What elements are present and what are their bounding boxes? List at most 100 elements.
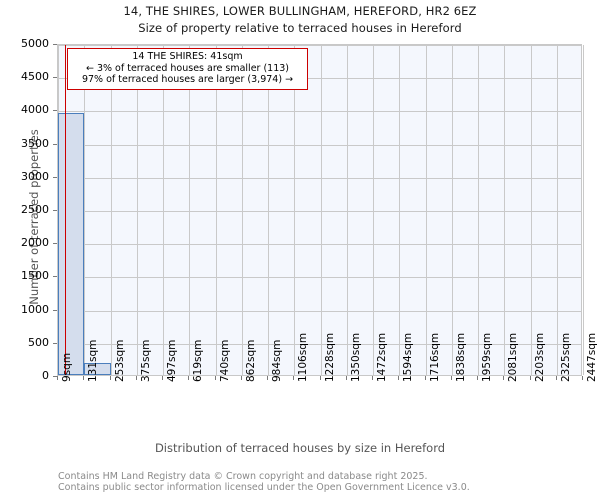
x-axis-tick-label: 2447sqm	[586, 332, 598, 382]
y-axis-tick-label: 4500	[21, 70, 49, 84]
x-axis-tick-label: 9sqm	[61, 352, 73, 382]
footer-line-1: Contains HM Land Registry data © Crown c…	[58, 471, 428, 482]
x-axis-tick-mark	[162, 376, 163, 380]
gridline-horizontal	[58, 45, 581, 46]
x-axis-tick-label: 1959sqm	[481, 332, 493, 382]
x-axis-tick-label: 131sqm	[87, 339, 100, 382]
gridline-vertical	[583, 45, 584, 375]
y-axis-tick-mark	[53, 309, 57, 311]
x-axis-tick-mark	[424, 376, 426, 380]
y-axis-tick-label: 3000	[21, 169, 49, 183]
x-axis-tick-mark	[57, 376, 58, 380]
y-axis-tick-label: 4000	[21, 103, 49, 117]
gridline-horizontal	[58, 177, 581, 179]
gridline-vertical	[504, 45, 506, 375]
y-axis-tick-mark	[53, 342, 57, 344]
x-axis-tick-mark	[345, 376, 347, 380]
y-axis-tick-label: 1500	[21, 269, 49, 283]
gridline-vertical	[530, 45, 532, 375]
x-axis-tick-label: 1716sqm	[428, 332, 441, 382]
gridline-vertical	[399, 45, 401, 375]
gridline-horizontal	[58, 244, 581, 246]
x-axis-tick-label: 375sqm	[139, 339, 152, 382]
x-axis-title: Distribution of terraced houses by size …	[154, 441, 446, 455]
gridline-vertical	[425, 45, 427, 375]
y-axis-tick-mark	[53, 77, 57, 79]
chart-plot-area	[57, 44, 584, 376]
annotation-line-1: 14 THE SHIRES: 41sqm	[132, 51, 243, 62]
y-axis-tick-mark	[53, 376, 57, 377]
y-axis-tick-mark	[53, 276, 57, 278]
gridline-vertical	[320, 45, 322, 375]
x-axis-tick-mark	[214, 376, 216, 380]
x-axis-tick-label: 984sqm	[271, 339, 283, 382]
gridline-vertical	[268, 45, 269, 375]
histogram-bar	[84, 363, 111, 375]
gridline-vertical	[373, 45, 374, 375]
page-subtitle: Size of property relative to terraced ho…	[138, 21, 462, 35]
gridline-horizontal	[58, 211, 581, 212]
x-axis-tick-label: 1350sqm	[349, 332, 362, 382]
gridline-vertical	[478, 45, 479, 375]
x-axis-tick-mark	[267, 376, 268, 380]
y-axis-tick-mark	[53, 210, 57, 211]
x-axis-tick-label: 2081sqm	[507, 332, 520, 382]
annotation-line-3: 97% of terraced houses are larger (3,974…	[81, 74, 294, 85]
x-axis-tick-label: 1106sqm	[297, 332, 310, 382]
x-axis-tick-mark	[582, 376, 583, 380]
y-axis-tick-mark	[53, 44, 57, 45]
y-axis-tick-mark	[53, 243, 57, 245]
x-axis-tick-mark	[240, 376, 242, 380]
x-axis-tick-mark	[555, 376, 557, 380]
y-axis-tick-mark	[53, 110, 57, 112]
gridline-vertical	[215, 45, 217, 375]
x-axis-tick-label: 497sqm	[166, 339, 178, 382]
x-axis-tick-mark	[135, 376, 137, 380]
gridline-vertical	[110, 45, 112, 375]
y-axis-tick-label: 2500	[21, 203, 49, 216]
footer-line-2: Contains public sector information licen…	[58, 482, 470, 493]
gridline-horizontal	[58, 78, 581, 80]
x-axis-tick-label: 1594sqm	[402, 332, 415, 382]
x-axis-tick-label: 253sqm	[113, 339, 126, 382]
x-axis-tick-mark	[109, 376, 111, 380]
x-axis-tick-label: 2203sqm	[533, 332, 546, 382]
gridline-horizontal	[58, 310, 581, 312]
y-axis-tick-label: 500	[28, 335, 49, 349]
gridline-horizontal	[58, 111, 581, 113]
x-axis-tick-label: 740sqm	[218, 339, 231, 382]
x-axis-tick-mark	[477, 376, 478, 380]
property-annotation-callout: 14 THE SHIRES: 41sqm ← 3% of terraced ho…	[67, 48, 308, 90]
attribution-footer: Contains HM Land Registry data © Crown c…	[58, 471, 470, 493]
y-axis-tick-label: 2000	[21, 236, 49, 250]
x-axis-tick-label: 1838sqm	[454, 332, 467, 382]
page-title: 14, THE SHIRES, LOWER BULLINGHAM, HEREFO…	[123, 4, 477, 18]
x-axis-tick-label: 619sqm	[192, 339, 205, 382]
histogram-bar	[58, 112, 85, 375]
gridline-horizontal	[58, 343, 581, 345]
gridline-vertical	[451, 45, 453, 375]
gridline-vertical	[136, 45, 138, 375]
y-axis-tick-label: 3500	[21, 136, 49, 150]
gridline-vertical	[556, 45, 558, 375]
x-axis-tick-mark	[398, 376, 400, 380]
y-axis-tick-label: 1000	[21, 302, 49, 316]
x-axis-tick-mark	[83, 376, 85, 380]
gridline-vertical	[294, 45, 296, 375]
x-axis-tick-label: 1228sqm	[323, 332, 336, 382]
x-axis-tick-mark	[372, 376, 373, 380]
title-block: 14, THE SHIRES, LOWER BULLINGHAM, HEREFO…	[0, 0, 600, 35]
gridline-horizontal	[58, 144, 581, 146]
y-axis-tick-label: 0	[42, 369, 49, 382]
x-axis-tick-mark	[503, 376, 505, 380]
x-axis-tick-mark	[319, 376, 321, 380]
gridline-vertical	[189, 45, 191, 375]
property-marker-line	[64, 45, 67, 375]
y-axis-tick-mark	[53, 176, 57, 178]
x-axis-tick-mark	[188, 376, 190, 380]
y-axis-tick-mark	[53, 143, 57, 145]
gridline-vertical	[346, 45, 348, 375]
x-axis-tick-mark	[293, 376, 295, 380]
x-axis-tick-label: 1472sqm	[376, 332, 388, 382]
gridline-horizontal	[58, 277, 581, 279]
